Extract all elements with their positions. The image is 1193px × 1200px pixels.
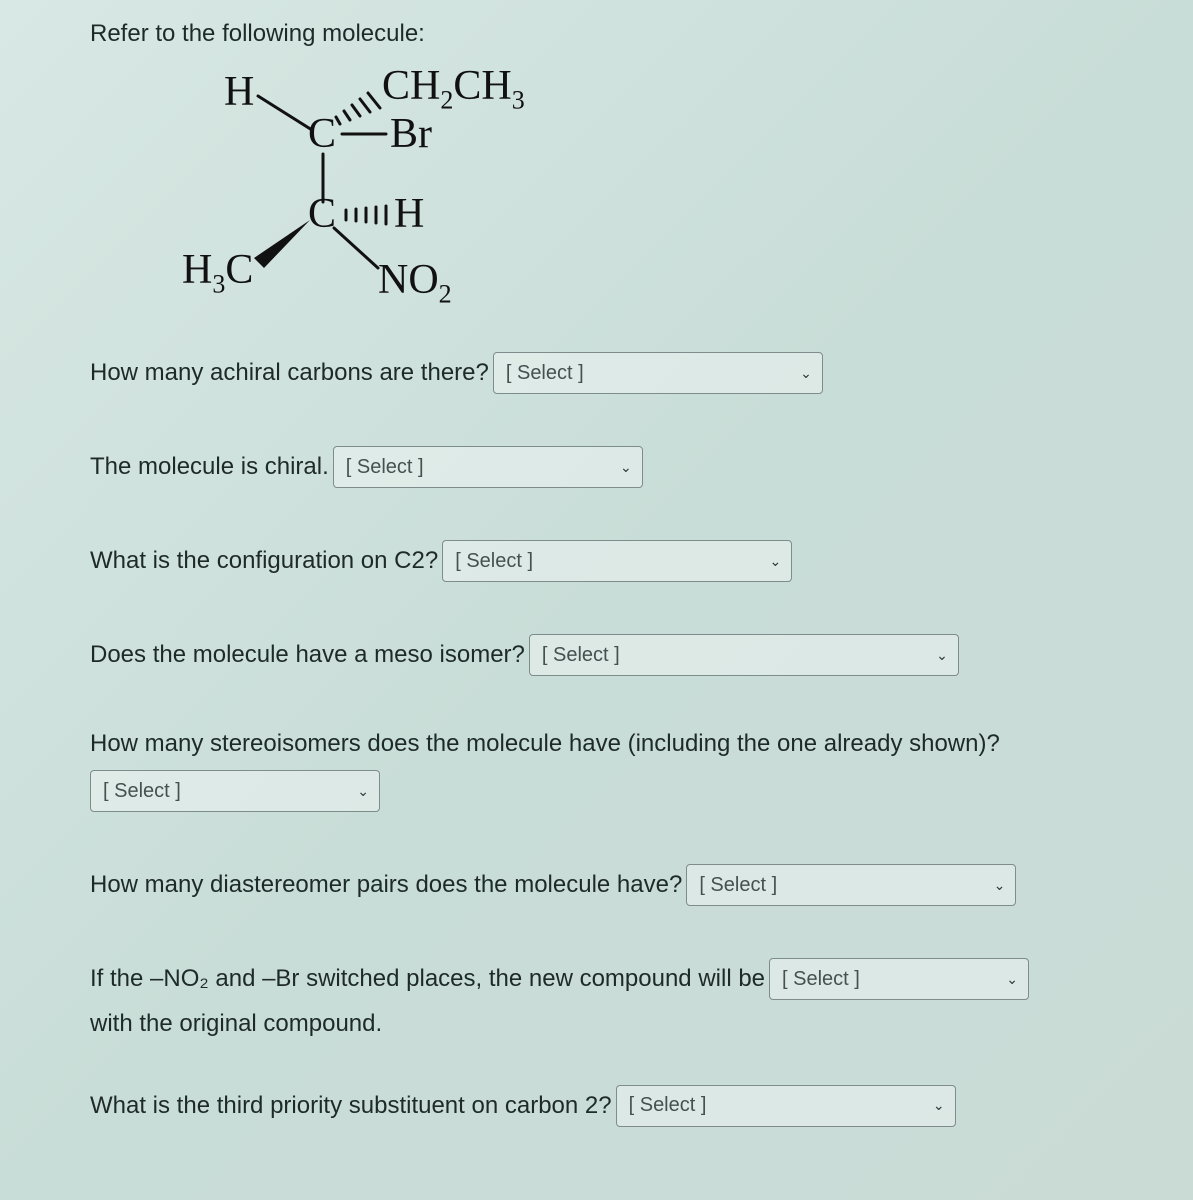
mol-Br: Br [390,110,432,158]
q5-select[interactable]: [ Select ] ⌄ [90,770,380,812]
q5-text: How many stereoisomers does the molecule… [90,730,1000,757]
q3-text: What is the configuration on C2? [90,545,438,577]
q7-select[interactable]: [ Select ] ⌄ [769,958,1029,1000]
question-is-chiral: The molecule is chiral. [ Select ] ⌄ [90,446,1143,488]
molecule-figure: H CH2CH3 C Br C H H3C NO2 [150,62,570,322]
mol-C-bot: C [308,190,336,238]
select-placeholder: [ Select ] [782,968,860,991]
q7-pre: If the –NO₂ and –Br switched places, the… [90,963,765,995]
mol-C-top: C [308,110,336,158]
q1-text: How many achiral carbons are there? [90,357,489,389]
question-achiral-carbons: How many achiral carbons are there? [ Se… [90,352,1143,394]
chevron-down-icon: ⌄ [769,553,781,570]
mol-CH2CH3: CH2CH3 [382,62,525,115]
chevron-down-icon: ⌄ [800,365,812,382]
select-placeholder: [ Select ] [629,1094,707,1117]
mol-H3C: H3C [182,246,253,299]
question-third-priority: What is the third priority substituent o… [90,1085,1143,1127]
mol-H-top: H [224,68,254,116]
q8-select[interactable]: [ Select ] ⌄ [616,1085,956,1127]
intro-text: Refer to the following molecule: [90,20,1143,48]
q1-select[interactable]: [ Select ] ⌄ [493,352,823,394]
chevron-down-icon: ⌄ [933,1097,945,1114]
q6-text: How many diastereomer pairs does the mol… [90,869,682,901]
select-placeholder: [ Select ] [506,362,584,385]
select-placeholder: [ Select ] [542,644,620,667]
chevron-down-icon: ⌄ [1006,971,1018,988]
select-placeholder: [ Select ] [455,550,533,573]
chevron-down-icon: ⌄ [620,459,632,476]
question-switch-no2-br: If the –NO₂ and –Br switched places, the… [90,958,1143,1000]
q4-select[interactable]: [ Select ] ⌄ [529,634,959,676]
mol-NO2: NO2 [378,256,452,309]
question-stereoisomers: How many stereoisomers does the molecule… [90,728,1143,812]
chevron-down-icon: ⌄ [936,647,948,664]
q8-text: What is the third priority substituent o… [90,1090,612,1122]
question-switch-no2-br-cont: with the original compound. [90,1008,1143,1040]
question-meso-isomer: Does the molecule have a meso isomer? [ … [90,634,1143,676]
select-placeholder: [ Select ] [346,456,424,479]
question-diastereomer-pairs: How many diastereomer pairs does the mol… [90,864,1143,906]
q3-select[interactable]: [ Select ] ⌄ [442,540,792,582]
q2-select[interactable]: [ Select ] ⌄ [333,446,643,488]
select-placeholder: [ Select ] [103,780,181,803]
q4-text: Does the molecule have a meso isomer? [90,639,525,671]
chevron-down-icon: ⌄ [357,783,369,800]
question-config-c2: What is the configuration on C2? [ Selec… [90,540,1143,582]
chevron-down-icon: ⌄ [994,877,1006,894]
quiz-page: Refer to the following molecule: [0,0,1193,1157]
q7-post: with the original compound. [90,1008,382,1040]
mol-H-mid: H [394,190,424,238]
q6-select[interactable]: [ Select ] ⌄ [686,864,1016,906]
q2-text: The molecule is chiral. [90,451,329,483]
select-placeholder: [ Select ] [699,874,777,897]
